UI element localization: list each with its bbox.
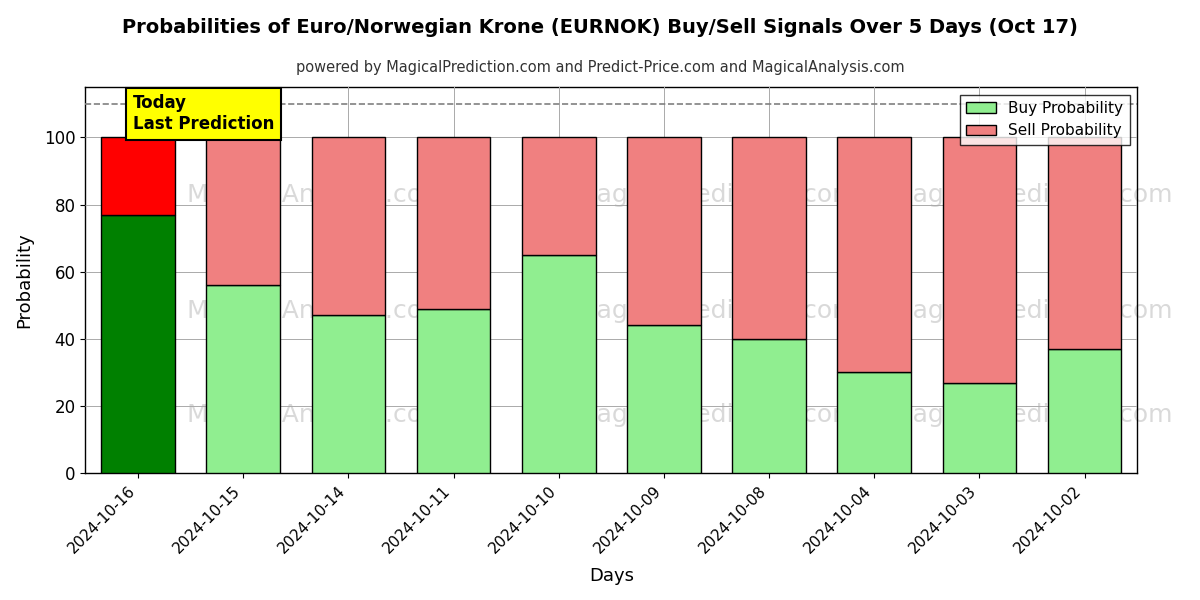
Legend: Buy Probability, Sell Probability: Buy Probability, Sell Probability bbox=[960, 95, 1129, 145]
Bar bbox=[628, 325, 701, 473]
Text: MagicalPrediction.com: MagicalPrediction.com bbox=[892, 403, 1172, 427]
Text: powered by MagicalPrediction.com and Predict-Price.com and MagicalAnalysis.com: powered by MagicalPrediction.com and Pre… bbox=[295, 60, 905, 75]
Bar bbox=[416, 137, 491, 308]
Text: MagicalPrediction.com: MagicalPrediction.com bbox=[576, 299, 857, 323]
Bar bbox=[522, 255, 595, 473]
Bar bbox=[943, 137, 1016, 383]
Text: Probabilities of Euro/Norwegian Krone (EURNOK) Buy/Sell Signals Over 5 Days (Oct: Probabilities of Euro/Norwegian Krone (E… bbox=[122, 18, 1078, 37]
Bar bbox=[838, 137, 911, 373]
Text: MagicalAnalysis.com: MagicalAnalysis.com bbox=[187, 403, 448, 427]
Text: MagicalPrediction.com: MagicalPrediction.com bbox=[576, 183, 857, 207]
Bar bbox=[312, 316, 385, 473]
Text: MagicalAnalysis.com: MagicalAnalysis.com bbox=[187, 299, 448, 323]
Text: MagicalPrediction.com: MagicalPrediction.com bbox=[576, 403, 857, 427]
Bar bbox=[838, 373, 911, 473]
Bar bbox=[732, 137, 806, 339]
Bar bbox=[522, 137, 595, 255]
X-axis label: Days: Days bbox=[589, 567, 634, 585]
Bar bbox=[312, 137, 385, 316]
Y-axis label: Probability: Probability bbox=[14, 232, 34, 328]
Bar bbox=[732, 339, 806, 473]
Bar bbox=[101, 215, 175, 473]
Bar bbox=[206, 285, 280, 473]
Text: MagicalPrediction.com: MagicalPrediction.com bbox=[892, 299, 1172, 323]
Bar bbox=[206, 137, 280, 285]
Bar bbox=[1048, 137, 1122, 349]
Text: MagicalPrediction.com: MagicalPrediction.com bbox=[892, 183, 1172, 207]
Bar bbox=[416, 308, 491, 473]
Bar bbox=[628, 137, 701, 325]
Bar bbox=[101, 137, 175, 215]
Text: MagicalAnalysis.com: MagicalAnalysis.com bbox=[187, 183, 448, 207]
Bar bbox=[943, 383, 1016, 473]
Text: Today
Last Prediction: Today Last Prediction bbox=[133, 94, 274, 133]
Bar bbox=[1048, 349, 1122, 473]
